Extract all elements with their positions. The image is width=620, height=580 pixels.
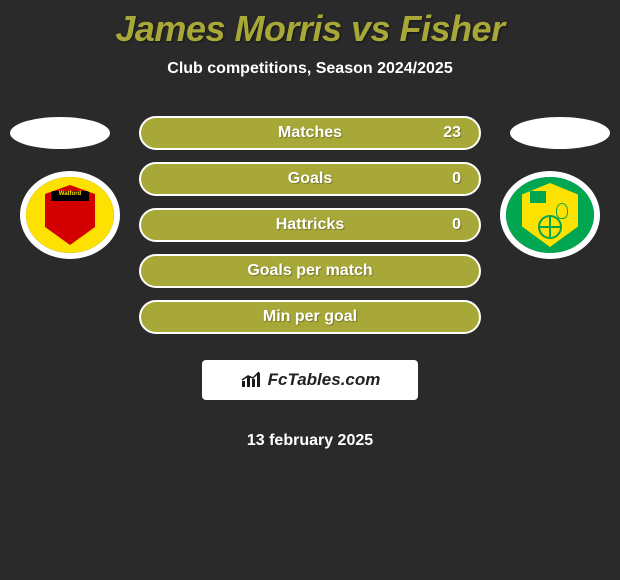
page-title: James Morris vs Fisher: [115, 8, 504, 50]
stat-value: 0: [452, 216, 461, 234]
club-badge-left: Watford: [20, 171, 120, 259]
stat-label: Min per goal: [263, 308, 357, 326]
stat-row-min-per-goal: Min per goal: [139, 300, 481, 334]
stat-value: 23: [443, 124, 461, 142]
stat-row-matches: Matches 23: [139, 116, 481, 150]
comparison-card: James Morris vs Fisher Club competitions…: [0, 0, 620, 450]
stat-value: 0: [452, 170, 461, 188]
watford-crest-icon: Watford: [26, 177, 114, 253]
stat-row-goals: Goals 0: [139, 162, 481, 196]
stat-label: Hattricks: [276, 216, 344, 234]
player-photo-right: [510, 117, 610, 149]
stat-label: Matches: [278, 124, 342, 142]
date-text: 13 february 2025: [247, 432, 373, 450]
norwich-crest-icon: [506, 177, 594, 253]
stat-label: Goals: [288, 170, 332, 188]
site-name: FcTables.com: [268, 370, 381, 390]
site-logo[interactable]: FcTables.com: [202, 360, 418, 400]
club-badge-right: [500, 171, 600, 259]
watford-badge-text: Watford: [45, 191, 95, 197]
bar-chart-icon: [240, 371, 262, 389]
player-photo-left: [10, 117, 110, 149]
stat-label: Goals per match: [247, 262, 372, 280]
stat-row-goals-per-match: Goals per match: [139, 254, 481, 288]
subtitle: Club competitions, Season 2024/2025: [167, 60, 452, 78]
stats-area: Watford Matches 23 Goals 0 Hattricks 0: [0, 116, 620, 450]
stat-row-hattricks: Hattricks 0: [139, 208, 481, 242]
